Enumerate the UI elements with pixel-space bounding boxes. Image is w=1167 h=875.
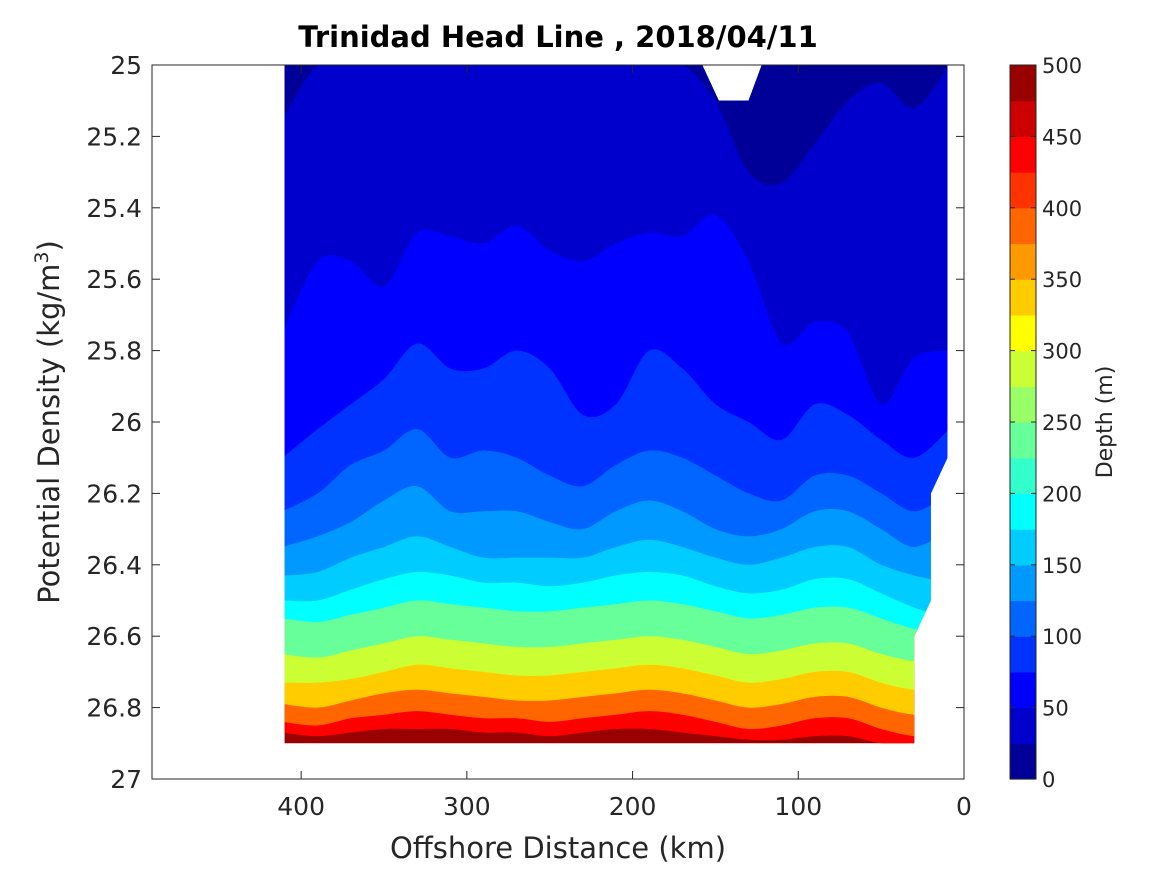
- colorbar-tick-label: 300: [1042, 340, 1082, 364]
- y-axis-label-superscript: 3: [31, 251, 53, 263]
- y-tick-label: 25.2: [86, 122, 142, 151]
- y-tick-label: 26.8: [86, 694, 142, 723]
- y-tick-label: 27: [110, 765, 142, 794]
- colorbar-cell: [1010, 422, 1036, 459]
- colorbar-cell: [1010, 207, 1036, 245]
- x-axis-label: Offshore Distance (km): [390, 831, 726, 865]
- colorbar-cell: [1010, 279, 1036, 316]
- colorbar-cell: [1010, 457, 1036, 494]
- colorbar-cell: [1010, 671, 1036, 709]
- colorbar-cells: [1010, 65, 1036, 780]
- colorbar-cell: [1010, 707, 1036, 744]
- x-tick-label: 0: [956, 792, 972, 821]
- y-tick-label: 25.8: [86, 337, 142, 366]
- x-tick-label: 400: [277, 792, 325, 821]
- y-tick-label: 25: [110, 51, 142, 80]
- colorbar-tick-label: 50: [1042, 697, 1069, 721]
- colorbar-cell: [1010, 493, 1036, 530]
- colorbar-tick-label: 100: [1042, 625, 1082, 649]
- plot-area: 400 300 200 100 0 25 25.2 25.4 25.6 25.8 26 26.2 26…: [86, 51, 972, 821]
- colorbar-tick-label: 200: [1042, 482, 1082, 506]
- y-axis-ticks: 25 25.2 25.4 25.6 25.8 26 26.2 26.4 26.6 26.8 27: [86, 51, 964, 794]
- colorbar-tick-label: 0: [1042, 768, 1055, 792]
- colorbar-label: Depth (m): [1093, 366, 1118, 479]
- y-tick-label: 26.4: [86, 551, 142, 580]
- x-tick-label: 300: [443, 792, 491, 821]
- colorbar-tick-label: 450: [1042, 125, 1082, 149]
- x-axis-ticks: 400 300 200 100 0: [277, 65, 972, 821]
- colorbar-tick-label: 150: [1042, 554, 1082, 578]
- colorbar-cell: [1010, 100, 1036, 137]
- y-axis-label: Potential Density (kg/m3): [31, 240, 66, 604]
- colorbar-cell: [1010, 600, 1036, 637]
- colorbar-cell: [1010, 172, 1036, 209]
- colorbar-tick-label: 350: [1042, 268, 1082, 292]
- colorbar-tick-label: 500: [1042, 54, 1082, 78]
- y-tick-label: 26.2: [86, 479, 142, 508]
- colorbar-ticks: 0 50 100 150 200 250 300 350 400 450 500: [1010, 54, 1082, 792]
- x-tick-label: 100: [774, 792, 822, 821]
- x-tick-label: 200: [609, 792, 657, 821]
- colorbar-cell: [1010, 636, 1036, 673]
- colorbar: 0 50 100 150 200 250 300 350 400 450 500 Depth (m): [1009, 54, 1118, 792]
- colorbar-tick-label: 250: [1042, 411, 1082, 435]
- colorbar-cell: [1010, 350, 1036, 387]
- y-axis-label-close: ): [32, 240, 66, 251]
- colorbar-cell: [1010, 243, 1036, 280]
- chart-title: Trinidad Head Line , 2018/04/11: [298, 20, 818, 54]
- colorbar-tick-label: 400: [1042, 197, 1082, 221]
- y-tick-label: 25.6: [86, 265, 142, 294]
- contour-bands: [284, 65, 948, 744]
- y-tick-label: 26.6: [86, 622, 142, 651]
- colorbar-cell: [1010, 136, 1036, 173]
- colorbar-cell: [1010, 743, 1036, 780]
- colorbar-cell: [1010, 314, 1036, 352]
- y-tick-label: 26: [110, 408, 142, 437]
- y-axis-label-text: Potential Density (kg/m: [32, 264, 66, 604]
- colorbar-cell: [1010, 529, 1036, 566]
- colorbar-cell: [1010, 65, 1036, 102]
- colorbar-cell: [1010, 386, 1036, 423]
- y-tick-label: 25.4: [86, 194, 142, 223]
- colorbar-cell: [1010, 564, 1036, 602]
- contour-band-25: [284, 65, 948, 186]
